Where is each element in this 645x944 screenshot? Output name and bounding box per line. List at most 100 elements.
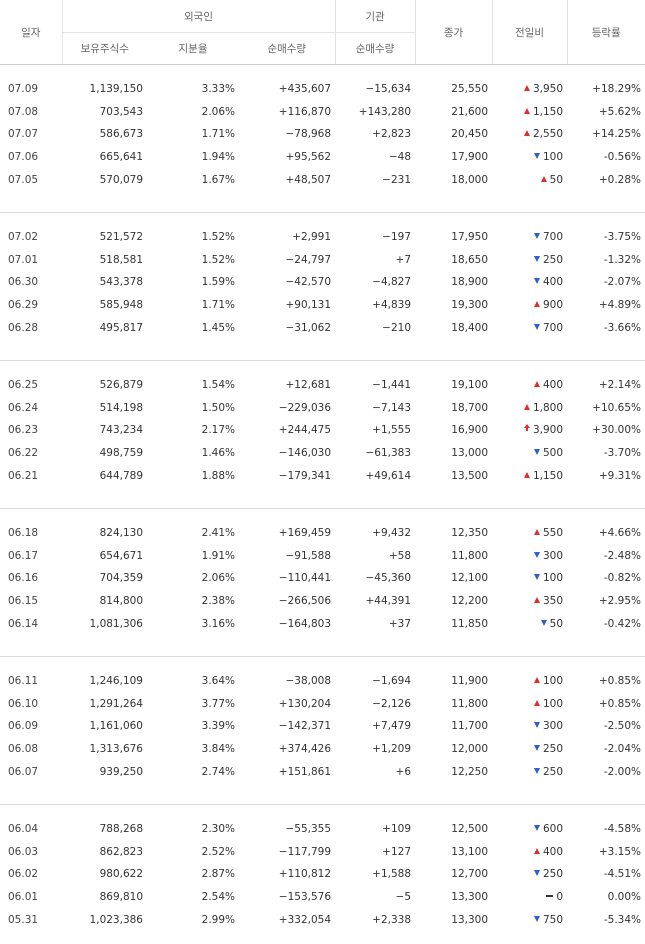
foreign-net-cell: −179,341 bbox=[278, 469, 332, 482]
change-cell: 400 bbox=[492, 271, 567, 294]
ratio-cell: 2.06% bbox=[201, 105, 235, 118]
foreign-net-cell: −266,506 bbox=[278, 594, 332, 607]
change-value: 400 bbox=[542, 379, 564, 392]
rate-cell: +10.65% bbox=[592, 401, 642, 414]
change-value: 100 bbox=[542, 572, 564, 585]
foreign-net-cell: −78,968 bbox=[285, 128, 332, 141]
down-triangle-icon bbox=[533, 551, 540, 558]
ratio-cell: 3.16% bbox=[201, 617, 235, 630]
change-cell: 900 bbox=[492, 294, 567, 317]
down-triangle-icon bbox=[533, 255, 540, 262]
table-row: 06.28 495,817 1.45% −31,062 −210 18,400 700 -3.… bbox=[0, 316, 645, 339]
change-value: 2,550 bbox=[532, 128, 564, 141]
institution-net-cell: −45,360 bbox=[365, 572, 412, 585]
holdings-cell: 514,198 bbox=[99, 401, 143, 414]
up-triangle-icon bbox=[533, 381, 540, 388]
change-value: 500 bbox=[542, 447, 564, 460]
rate-cell: +0.85% bbox=[598, 675, 642, 688]
change-value: 350 bbox=[542, 594, 564, 607]
header-institution-net: 순매수량 bbox=[334, 32, 416, 65]
date-cell: 06.21 bbox=[8, 469, 39, 482]
close-price-cell: 16,900 bbox=[451, 424, 489, 437]
change-value: 550 bbox=[542, 527, 564, 540]
institution-net-cell: −4,827 bbox=[372, 276, 412, 289]
foreign-net-cell: −42,570 bbox=[285, 276, 332, 289]
table-row: 06.04 788,268 2.30% −55,355 +109 12,500 600 -4.… bbox=[0, 818, 645, 841]
change-cell: 3,950 bbox=[492, 78, 567, 101]
table-row: 06.07 939,250 2.74% +151,861 +6 12,250 250 -2.0… bbox=[0, 760, 645, 783]
header-rate: 등락률 bbox=[566, 0, 645, 65]
institution-net-cell: +2,338 bbox=[372, 913, 412, 926]
change-cell: 600 bbox=[492, 818, 567, 841]
ratio-cell: 1.54% bbox=[201, 379, 235, 392]
foreign-net-cell: −38,008 bbox=[285, 675, 332, 688]
close-price-cell: 12,700 bbox=[451, 868, 489, 881]
ratio-cell: 2.52% bbox=[201, 845, 235, 858]
institution-net-cell: −231 bbox=[382, 173, 412, 186]
table-row: 07.02 521,572 1.52% +2,991 −197 17,950 700 -3.7… bbox=[0, 226, 645, 249]
foreign-net-cell: −55,355 bbox=[285, 823, 332, 836]
rate-cell: +18.29% bbox=[592, 83, 642, 96]
foreign-net-cell: +435,607 bbox=[278, 83, 332, 96]
header-foreign-net: 순매수량 bbox=[239, 32, 336, 65]
table-row: 06.30 543,378 1.59% −42,570 −4,827 18,900 400 -… bbox=[0, 271, 645, 294]
change-value: 1,800 bbox=[532, 401, 564, 414]
change-value: 100 bbox=[542, 151, 564, 164]
down-triangle-icon bbox=[533, 870, 540, 877]
close-price-cell: 12,000 bbox=[451, 742, 489, 755]
ratio-cell: 2.87% bbox=[201, 868, 235, 881]
down-triangle-icon bbox=[540, 619, 547, 626]
change-value: 250 bbox=[542, 765, 564, 778]
date-cell: 06.29 bbox=[8, 299, 39, 312]
holdings-cell: 570,079 bbox=[99, 173, 143, 186]
rate-cell: +3.15% bbox=[598, 845, 642, 858]
table-row: 06.15 814,800 2.38% −266,506 +44,391 12,200 35… bbox=[0, 590, 645, 613]
change-cell: 250 bbox=[492, 863, 567, 886]
up-triangle-icon bbox=[523, 471, 530, 478]
ratio-cell: 1.59% bbox=[201, 276, 235, 289]
holdings-cell: 704,359 bbox=[99, 572, 143, 585]
rate-cell: -4.51% bbox=[603, 868, 642, 881]
date-cell: 06.01 bbox=[8, 890, 39, 903]
ratio-cell: 1.91% bbox=[201, 549, 235, 562]
close-price-cell: 11,800 bbox=[451, 549, 489, 562]
change-cell: 2,550 bbox=[492, 123, 567, 146]
date-cell: 07.02 bbox=[8, 231, 39, 244]
table-row: 06.02 980,622 2.87% +110,812 +1,588 12,700 250… bbox=[0, 863, 645, 886]
table-row: 06.22 498,759 1.46% −146,030 −61,383 13,000 50… bbox=[0, 442, 645, 465]
up-triangle-icon bbox=[540, 175, 547, 182]
date-cell: 07.06 bbox=[8, 151, 39, 164]
institution-net-cell: −5 bbox=[395, 890, 412, 903]
change-value: 1,150 bbox=[532, 105, 564, 118]
ratio-cell: 1.67% bbox=[201, 173, 235, 186]
change-cell: 400 bbox=[492, 840, 567, 863]
foreign-net-cell: +332,054 bbox=[278, 913, 332, 926]
rate-cell: +14.25% bbox=[592, 128, 642, 141]
institution-net-cell: −1,694 bbox=[372, 675, 412, 688]
holdings-cell: 518,581 bbox=[99, 253, 143, 266]
header-institution: 기관 bbox=[334, 0, 416, 33]
close-price-cell: 12,350 bbox=[451, 527, 489, 540]
institution-net-cell: +7,479 bbox=[372, 720, 412, 733]
close-price-cell: 18,650 bbox=[451, 253, 489, 266]
table-row: 07.09 1,139,150 3.33% +435,607 −15,634 25,550… bbox=[0, 78, 645, 101]
close-price-cell: 12,100 bbox=[451, 572, 489, 585]
change-cell: 1,150 bbox=[492, 101, 567, 124]
foreign-net-cell: +95,562 bbox=[285, 151, 332, 164]
change-value: 700 bbox=[542, 321, 564, 334]
change-value: 0 bbox=[556, 890, 564, 903]
rate-cell: -2.50% bbox=[603, 720, 642, 733]
date-cell: 06.30 bbox=[8, 276, 39, 289]
down-triangle-icon bbox=[533, 323, 540, 330]
rate-cell: -2.00% bbox=[603, 765, 642, 778]
rate-cell: +4.89% bbox=[598, 299, 642, 312]
change-value: 900 bbox=[542, 299, 564, 312]
ratio-cell: 1.71% bbox=[201, 299, 235, 312]
rate-cell: -5.34% bbox=[603, 913, 642, 926]
down-triangle-icon bbox=[533, 278, 540, 285]
foreign-net-cell: +110,812 bbox=[278, 868, 332, 881]
up-triangle-icon bbox=[533, 529, 540, 536]
up-triangle-icon bbox=[533, 847, 540, 854]
table-row: 06.10 1,291,264 3.77% +130,204 −2,126 11,800 1… bbox=[0, 692, 645, 715]
table-header: 일자 외국인 기관 종가 전일비 등락률 보유주식수 지분율 순매수량 순매수량 bbox=[0, 0, 645, 65]
